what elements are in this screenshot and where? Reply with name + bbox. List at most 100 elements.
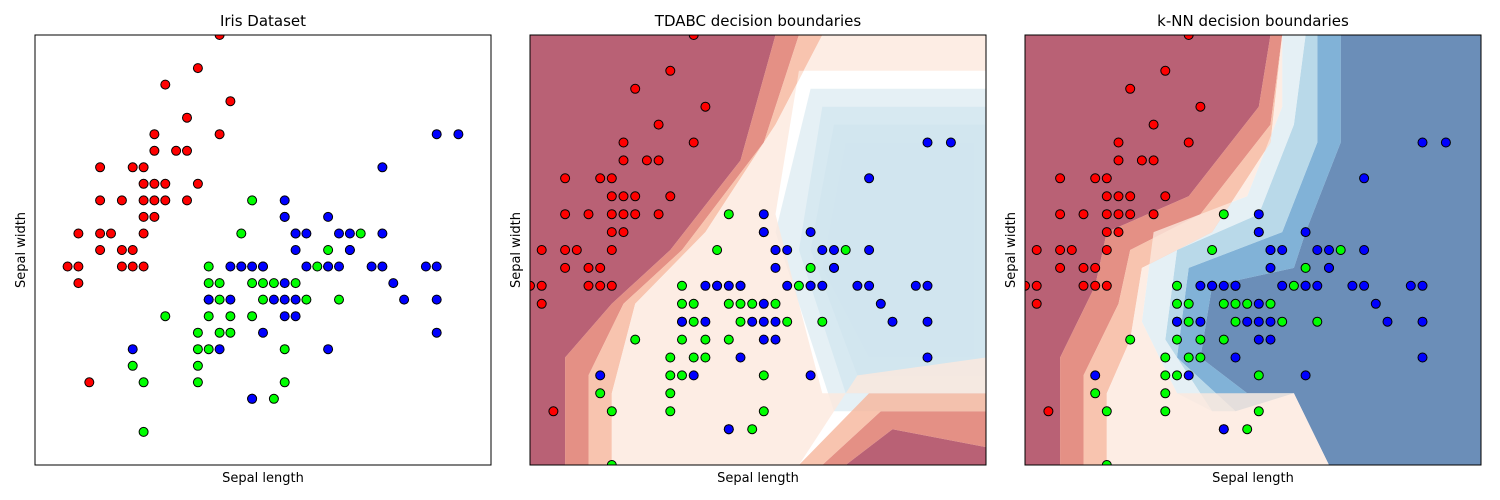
data-point: [735, 316, 746, 327]
data-point: [1218, 280, 1229, 291]
data-point: [606, 245, 617, 255]
data-point: [805, 280, 816, 291]
data-point: [1265, 262, 1276, 273]
data-point: [606, 209, 617, 220]
data-point: [630, 209, 641, 220]
data-point: [805, 370, 816, 381]
data-point: [630, 83, 641, 94]
data-point: [1218, 209, 1229, 220]
data-point: [875, 298, 886, 309]
data-point: [700, 352, 711, 363]
data-point: [1288, 280, 1299, 291]
data-point: [595, 388, 606, 399]
data-point: [1230, 352, 1241, 363]
data-point: [1195, 280, 1206, 291]
data-point: [782, 316, 793, 327]
data-point: [225, 311, 236, 322]
data-point: [73, 261, 84, 272]
data-point: [1253, 298, 1264, 309]
data-point: [1277, 280, 1288, 291]
data-point: [1359, 245, 1370, 255]
data-point: [247, 261, 258, 272]
data-point: [1253, 316, 1264, 327]
data-point: [1101, 227, 1112, 238]
data-point: [618, 209, 629, 220]
data-point: [887, 316, 898, 327]
data-point: [127, 344, 138, 355]
decision-region: [845, 429, 986, 465]
data-point: [560, 209, 571, 220]
data-point: [1253, 227, 1264, 238]
data-point: [1265, 298, 1276, 309]
data-point: [1218, 334, 1229, 345]
data-point: [138, 178, 149, 189]
data-point: [323, 245, 334, 255]
data-point: [431, 129, 442, 140]
data-point: [922, 280, 933, 291]
data-point: [723, 424, 734, 435]
data-point: [688, 370, 699, 381]
data-point: [758, 209, 769, 220]
data-point: [258, 261, 268, 272]
data-point: [1230, 298, 1241, 309]
data-point: [279, 311, 290, 322]
data-point: [723, 334, 734, 345]
data-point: [73, 278, 84, 289]
data-point: [1195, 334, 1206, 345]
data-point: [536, 298, 547, 309]
data-point: [1300, 280, 1311, 291]
data-point: [852, 280, 863, 291]
data-point: [138, 426, 149, 437]
data-point: [770, 316, 781, 327]
data-point: [214, 129, 225, 140]
data-point: [225, 261, 236, 272]
data-point: [1183, 137, 1194, 148]
data-point: [1242, 298, 1253, 309]
data-point: [399, 294, 410, 305]
data-point: [323, 261, 334, 272]
data-point: [1218, 298, 1229, 309]
data-point: [922, 316, 933, 327]
data-point: [1300, 370, 1311, 381]
data-point: [864, 280, 875, 291]
data-point: [1160, 370, 1171, 381]
data-point: [203, 344, 214, 355]
data-point: [1078, 209, 1089, 220]
data-point: [560, 245, 571, 255]
data-point: [1055, 209, 1066, 220]
data-point: [1101, 406, 1112, 417]
data-point: [279, 344, 290, 355]
decision-region: [1165, 35, 1318, 412]
decision-region: [1025, 35, 1271, 465]
data-point: [334, 228, 344, 239]
data-point: [203, 311, 214, 322]
plot-area: [35, 35, 491, 465]
data-point: [192, 327, 203, 338]
data-point: [700, 101, 711, 112]
data-point: [618, 137, 629, 148]
panel-3-xlabel: Sepal length: [1212, 471, 1294, 486]
data-point: [665, 370, 676, 381]
data-point: [1113, 137, 1124, 148]
data-point: [583, 209, 594, 220]
data-point: [630, 334, 641, 345]
data-point: [712, 280, 723, 291]
data-point: [268, 294, 279, 305]
data-point: [723, 298, 734, 309]
data-point: [214, 294, 225, 305]
data-point: [922, 137, 933, 148]
data-point: [829, 262, 839, 273]
data-point: [279, 278, 290, 289]
data-point: [1195, 352, 1206, 363]
data-point: [945, 137, 956, 148]
data-point: [583, 280, 594, 291]
data-point: [1300, 227, 1311, 238]
data-point: [817, 280, 828, 291]
data-point: [1230, 316, 1241, 327]
data-point: [1265, 334, 1276, 345]
data-point: [138, 211, 149, 222]
data-point: [225, 96, 236, 107]
data-point: [618, 155, 629, 166]
data-point: [323, 344, 334, 355]
